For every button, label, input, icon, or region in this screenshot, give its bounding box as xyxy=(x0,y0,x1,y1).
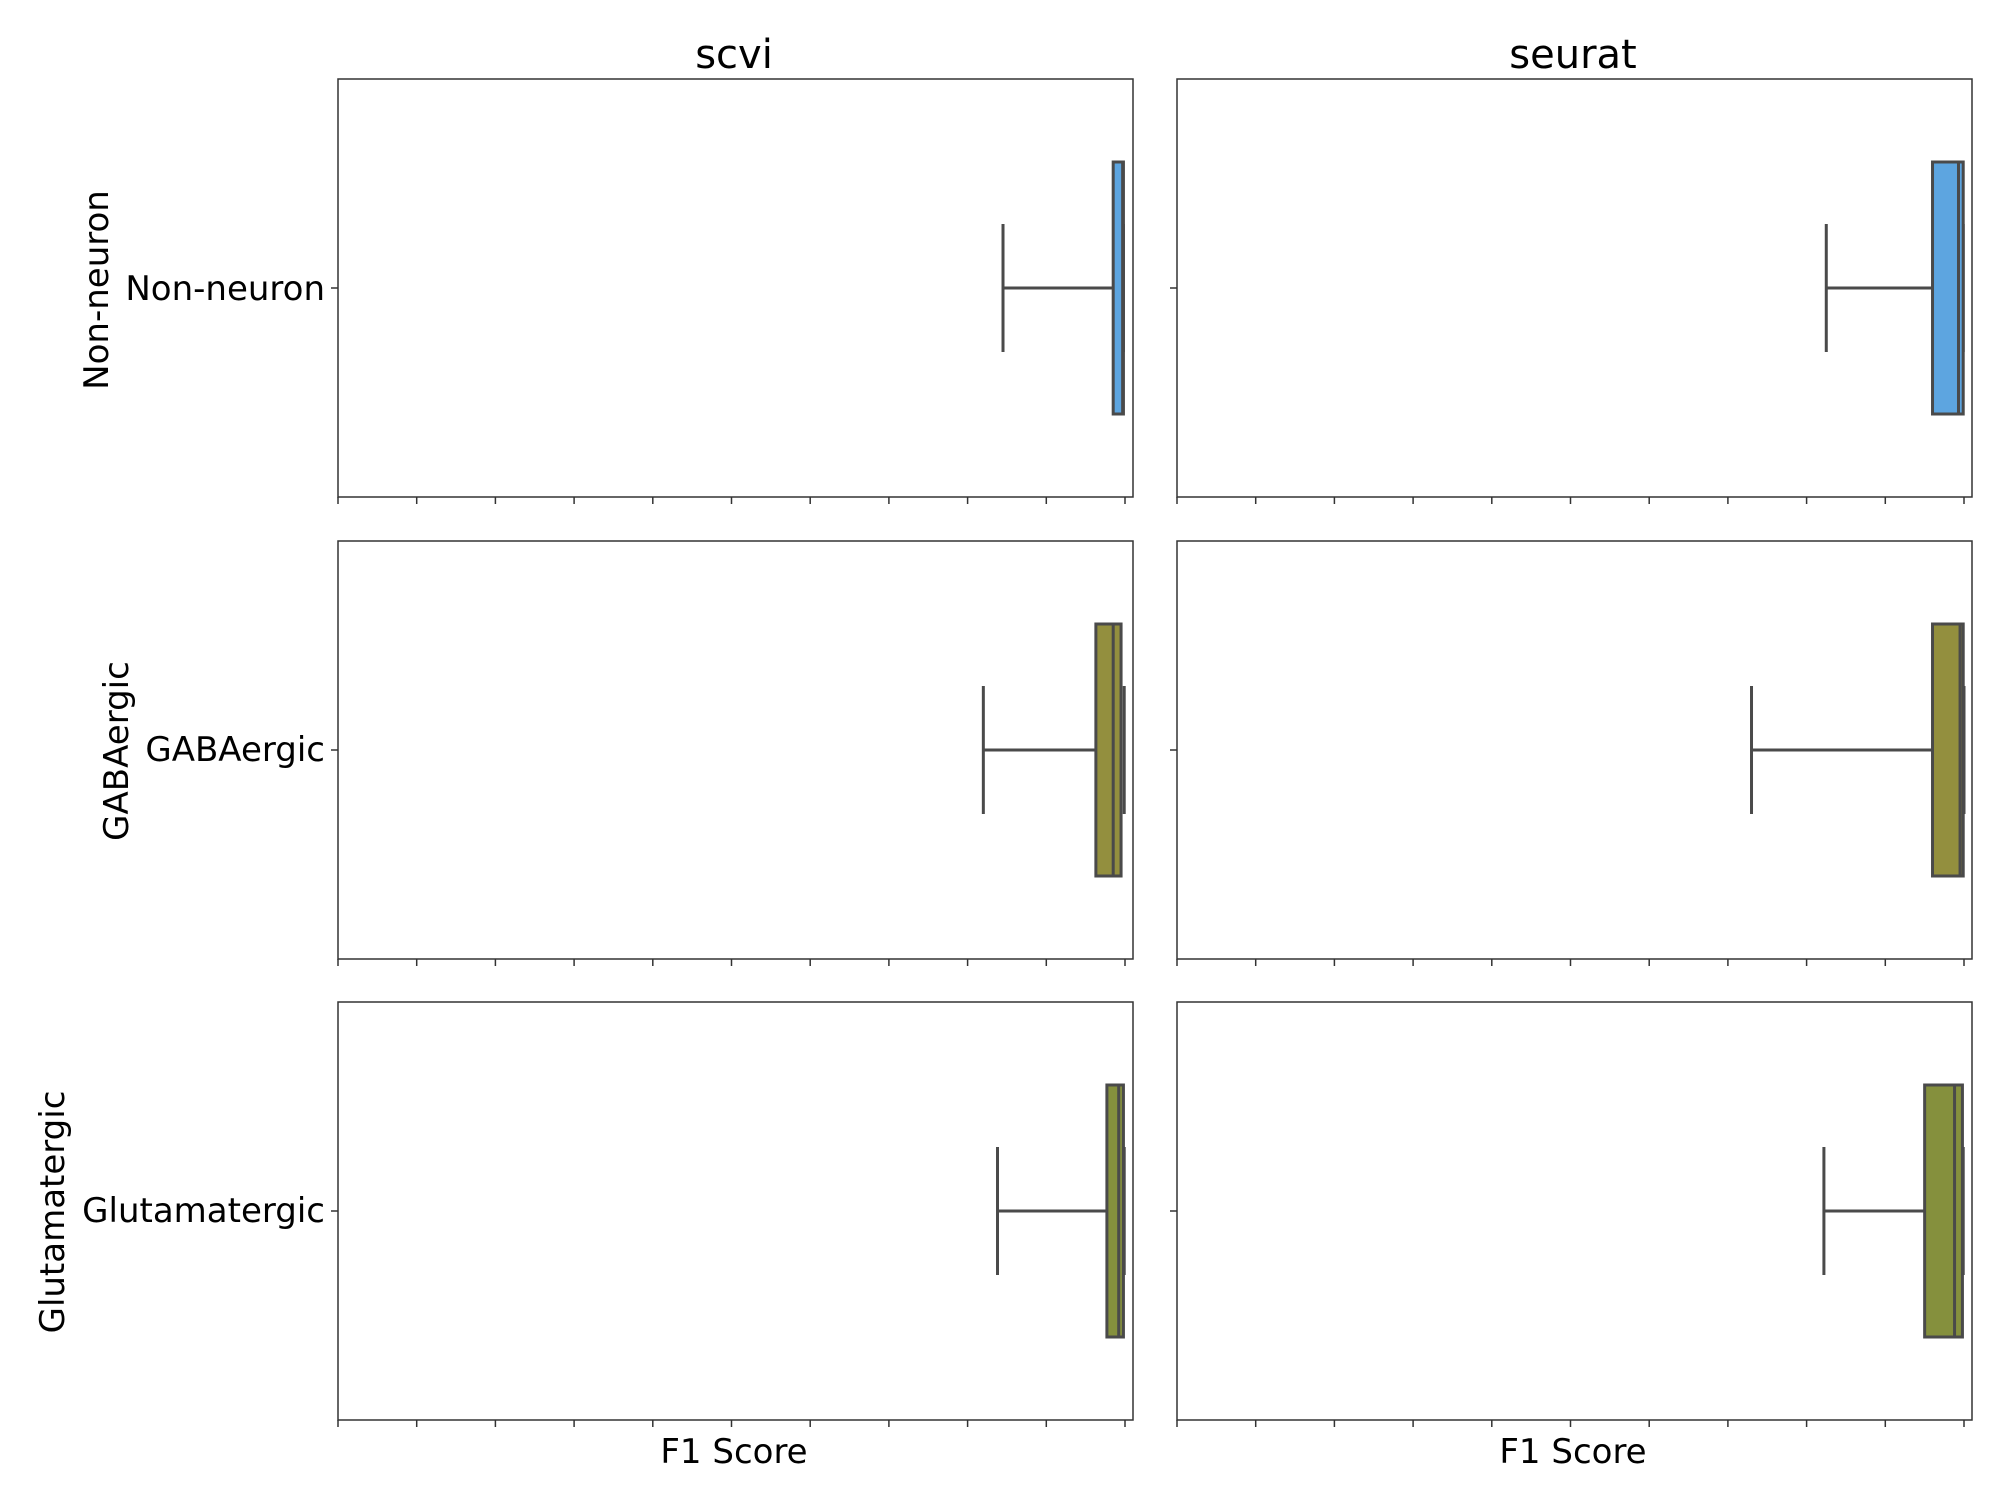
panel-scvi-non-neuron xyxy=(331,78,1134,504)
box xyxy=(1094,622,1123,878)
row-label-non-neuron: Non-neuron xyxy=(77,190,117,390)
box xyxy=(1923,1083,1964,1339)
panel-scvi-glutamatergic xyxy=(331,1001,1134,1427)
box xyxy=(1105,1083,1125,1339)
row-label-glutamatergic: Glutamatergic xyxy=(33,1091,73,1334)
category-label-non-neuron: Non-neuron xyxy=(125,269,325,309)
category-label-gabaergic: GABAergic xyxy=(145,730,325,770)
column-title-scvi: scvi xyxy=(695,32,773,78)
panel-scvi-gabaergic xyxy=(331,540,1134,966)
x-axis-label-scvi: F1 Score xyxy=(660,1432,807,1472)
panel-seurat-glutamatergic xyxy=(1170,1001,1973,1427)
panel-seurat-non-neuron xyxy=(1170,78,1973,504)
box xyxy=(1931,622,1965,878)
column-title-seurat: seurat xyxy=(1509,32,1636,78)
panel-seurat-gabaergic xyxy=(1170,540,1973,966)
category-label-glutamatergic: Glutamatergic xyxy=(82,1191,325,1231)
panels-layer xyxy=(331,78,1973,1427)
x-axis-label-seurat: F1 Score xyxy=(1499,1432,1646,1472)
row-label-gabaergic: GABAergic xyxy=(97,661,137,841)
